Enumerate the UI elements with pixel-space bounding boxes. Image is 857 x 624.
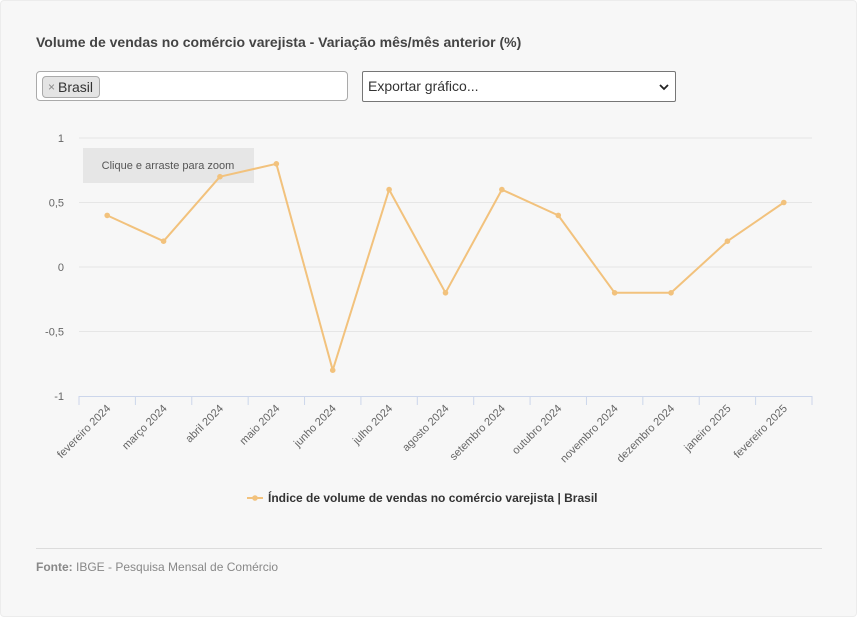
- export-select-label: Exportar gráfico...: [368, 78, 479, 94]
- x-tick-label: março 2024: [120, 403, 170, 453]
- y-tick-label: 0: [58, 262, 64, 274]
- y-tick-label: -1: [54, 391, 64, 403]
- data-point[interactable]: [611, 290, 618, 296]
- legend-marker-icon: [252, 495, 258, 501]
- chip-label: Brasil: [58, 79, 94, 95]
- chip-remove-icon[interactable]: ×: [48, 80, 56, 94]
- source-text: IBGE - Pesquisa Mensal de Comércio: [76, 560, 279, 574]
- x-tick-label: outubro 2024: [510, 403, 564, 457]
- x-tick-label: dezembro 2024: [615, 403, 678, 466]
- legend-label[interactable]: Índice de volume de vendas no comércio v…: [268, 490, 597, 505]
- x-tick-label: janeiro 2025: [682, 403, 734, 455]
- zoom-hint-text: Clique e arraste para zoom: [102, 160, 235, 172]
- data-point[interactable]: [160, 238, 167, 244]
- data-point[interactable]: [329, 367, 336, 374]
- x-tick-label: setembro 2024: [448, 403, 508, 463]
- data-point[interactable]: [442, 290, 449, 296]
- data-point[interactable]: [217, 173, 223, 180]
- chevron-down-icon: [659, 84, 669, 91]
- x-tick-label: fevereiro 2025: [732, 403, 790, 461]
- data-point[interactable]: [668, 290, 674, 296]
- x-tick-label: novembro 2024: [558, 403, 621, 466]
- data-point[interactable]: [104, 212, 110, 219]
- x-tick-label: maio 2024: [238, 403, 283, 448]
- footer-divider: [36, 548, 822, 549]
- data-point[interactable]: [273, 161, 280, 167]
- chart-title: Volume de vendas no comércio varejista -…: [36, 34, 522, 50]
- y-tick-label: -0,5: [45, 327, 64, 339]
- data-point[interactable]: [386, 186, 392, 193]
- source-note: Fonte: IBGE - Pesquisa Mensal de Comérci…: [36, 560, 278, 574]
- x-tick-label: fevereiro 2024: [55, 403, 113, 461]
- x-tick-label: junho 2024: [291, 403, 339, 451]
- location-filter-input[interactable]: × Brasil: [36, 71, 348, 101]
- data-point[interactable]: [724, 238, 731, 244]
- data-point[interactable]: [781, 199, 787, 206]
- data-point[interactable]: [555, 212, 562, 219]
- x-tick-label: abril 2024: [183, 403, 226, 446]
- location-chip: × Brasil: [42, 76, 101, 98]
- data-point[interactable]: [499, 186, 505, 193]
- y-tick-label: 0,5: [49, 198, 64, 210]
- x-tick-label: julho 2024: [350, 403, 395, 448]
- export-chart-select[interactable]: Exportar gráfico...: [362, 71, 676, 102]
- x-tick-label: agosto 2024: [400, 403, 451, 454]
- zoom-hint-box: [83, 148, 254, 183]
- y-tick-label: 1: [58, 133, 64, 145]
- source-label: Fonte:: [36, 560, 73, 574]
